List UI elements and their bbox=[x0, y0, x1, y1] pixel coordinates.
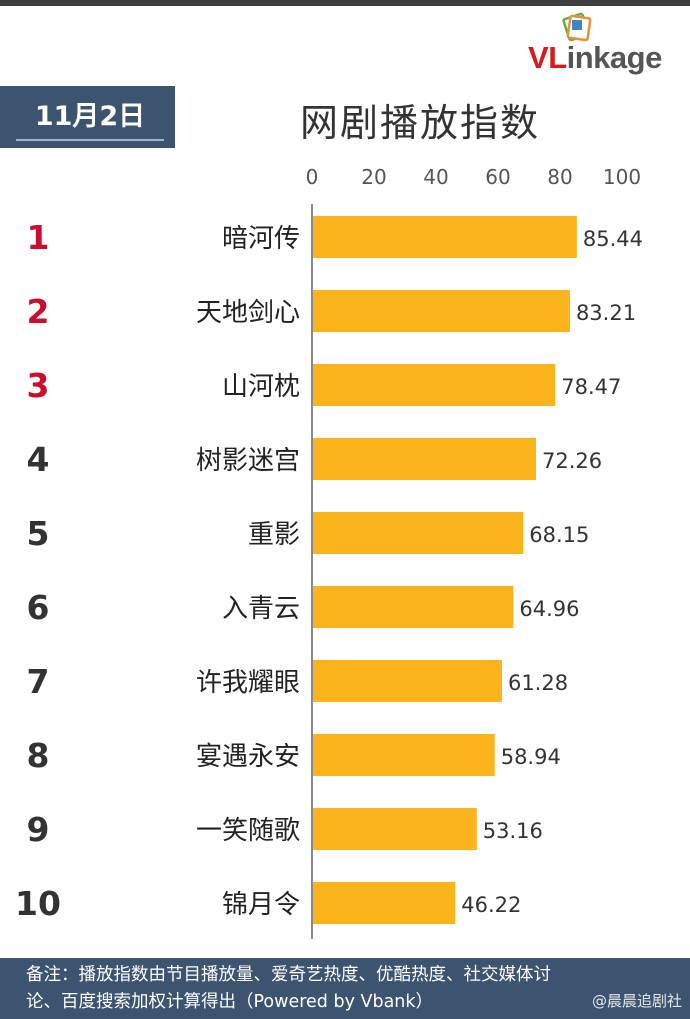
bar bbox=[313, 808, 477, 850]
category-label: 锦月令 bbox=[222, 890, 300, 920]
bar bbox=[313, 734, 495, 776]
value-label: 61.28 bbox=[508, 671, 568, 695]
rank-label: 6 bbox=[27, 588, 50, 627]
logo-wordmark: VLinkage bbox=[528, 40, 662, 76]
value-label: 78.47 bbox=[561, 375, 621, 399]
footer-note-line-1: 备注：播放指数由节目播放量、爱奇艺热度、优酷热度、社交媒体讨 bbox=[26, 965, 551, 985]
bar-chart: 0 20 40 60 80 100 1 暗河传 85.44 2 天地剑心 83.21 3 山河枕 78.47… bbox=[15, 165, 643, 939]
category-label: 天地剑心 bbox=[196, 298, 300, 328]
value-label: 58.94 bbox=[501, 745, 561, 769]
rank-label: 1 bbox=[27, 218, 50, 257]
date-badge: 11月2日 bbox=[0, 86, 175, 148]
value-label: 83.21 bbox=[576, 301, 636, 325]
category-label: 宴遇永安 bbox=[196, 742, 300, 772]
x-tick-label: 60 bbox=[485, 165, 510, 189]
category-label: 许我耀眼 bbox=[196, 668, 300, 698]
category-label: 重影 bbox=[248, 520, 300, 550]
footer-note-line-2: 论、百度搜索加权计算得出（Powered by Vbank） bbox=[26, 992, 434, 1012]
bar bbox=[313, 512, 524, 554]
x-tick-label: 100 bbox=[603, 165, 641, 189]
rank-label: 9 bbox=[27, 810, 50, 849]
bar bbox=[313, 290, 570, 332]
footer-note: 备注：播放指数由节目播放量、爱奇艺热度、优酷热度、社交媒体讨 论、百度搜索加权计… bbox=[0, 958, 690, 1019]
bar bbox=[313, 216, 577, 258]
value-label: 53.16 bbox=[483, 819, 543, 843]
x-tick-label: 80 bbox=[547, 165, 572, 189]
top-border bbox=[0, 0, 690, 6]
bar bbox=[313, 586, 514, 628]
rank-label: 5 bbox=[27, 514, 50, 553]
vlinkage-logo: VLinkage bbox=[520, 10, 685, 78]
category-label: 入青云 bbox=[222, 594, 300, 624]
x-tick-label: 20 bbox=[361, 165, 386, 189]
bar bbox=[313, 882, 456, 924]
value-label: 72.26 bbox=[542, 449, 602, 473]
rank-label: 7 bbox=[27, 662, 50, 701]
logo-letters-rest: inkage bbox=[566, 40, 663, 75]
rank-label: 8 bbox=[27, 736, 50, 775]
chart-title: 网剧播放指数 bbox=[300, 101, 541, 145]
logo-letter-v: V bbox=[528, 40, 549, 75]
value-label: 85.44 bbox=[583, 227, 643, 251]
value-label: 64.96 bbox=[519, 597, 579, 621]
category-label: 暗河传 bbox=[222, 224, 300, 254]
x-tick-label: 40 bbox=[423, 165, 448, 189]
category-label: 树影迷宫 bbox=[196, 446, 300, 476]
rank-label: 10 bbox=[15, 884, 61, 923]
logo-letter-l: L bbox=[548, 40, 567, 75]
watermark: @晨晨追剧社 bbox=[591, 992, 682, 1010]
value-label: 46.22 bbox=[461, 893, 521, 917]
bar bbox=[313, 660, 502, 702]
date-label: 11月2日 bbox=[16, 95, 164, 141]
rank-label: 3 bbox=[27, 366, 50, 405]
logo-cards-icon bbox=[562, 12, 592, 42]
category-label: 一笑随歌 bbox=[196, 816, 300, 846]
bar bbox=[313, 438, 537, 480]
rank-label: 2 bbox=[27, 292, 50, 331]
bar bbox=[313, 364, 556, 406]
value-label: 68.15 bbox=[529, 523, 589, 547]
rank-label: 4 bbox=[27, 440, 50, 479]
category-label: 山河枕 bbox=[222, 372, 300, 402]
x-tick-label: 0 bbox=[306, 165, 319, 189]
